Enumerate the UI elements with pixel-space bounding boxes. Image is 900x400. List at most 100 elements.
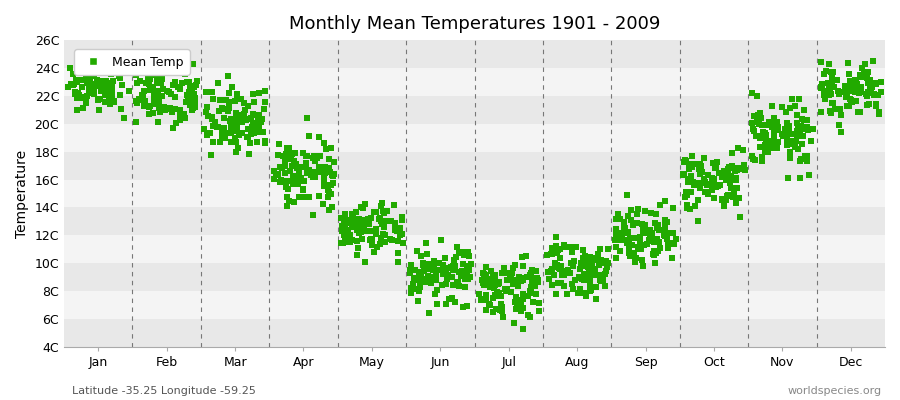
Point	[549, 263, 563, 269]
Point	[101, 82, 115, 88]
Point	[81, 90, 95, 96]
Point	[560, 290, 574, 297]
Point	[70, 94, 85, 101]
Y-axis label: Temperature: Temperature	[15, 150, 29, 238]
Point	[665, 255, 680, 262]
Point	[445, 294, 459, 301]
Point	[244, 115, 258, 121]
Point	[633, 234, 647, 241]
Point	[167, 105, 182, 112]
Point	[554, 263, 568, 269]
Point	[251, 111, 266, 118]
Point	[519, 274, 534, 280]
Point	[638, 208, 652, 214]
Text: worldspecies.org: worldspecies.org	[788, 386, 882, 396]
Point	[572, 266, 587, 272]
Point	[224, 124, 238, 130]
Point	[230, 145, 245, 151]
Point	[870, 92, 885, 98]
Point	[680, 179, 695, 185]
Point	[413, 282, 428, 289]
Point	[724, 175, 739, 182]
Point	[868, 80, 883, 86]
Point	[403, 267, 418, 274]
Point	[767, 133, 781, 140]
Point	[762, 119, 777, 125]
Point	[648, 220, 662, 226]
Point	[707, 182, 722, 188]
Point	[706, 175, 720, 181]
Point	[613, 247, 627, 254]
Point	[676, 170, 690, 177]
Point	[479, 292, 493, 298]
Point	[585, 262, 599, 269]
Point	[724, 173, 738, 179]
Point	[775, 104, 789, 110]
Point	[824, 100, 839, 106]
Point	[181, 94, 195, 101]
Point	[277, 178, 292, 184]
Point	[97, 80, 112, 87]
Point	[221, 105, 236, 112]
Point	[648, 236, 662, 242]
Point	[764, 139, 778, 146]
Point	[721, 166, 735, 173]
Point	[157, 104, 171, 110]
Point	[505, 270, 519, 276]
Point	[513, 275, 527, 281]
Point	[646, 252, 661, 258]
Point	[104, 88, 118, 95]
Point	[618, 237, 633, 244]
Point	[775, 131, 789, 138]
Point	[778, 128, 792, 135]
Point	[277, 170, 292, 176]
Point	[628, 255, 643, 261]
Point	[173, 86, 187, 92]
Point	[287, 199, 302, 205]
Point	[549, 243, 563, 249]
Point	[302, 166, 316, 173]
Point	[395, 240, 410, 246]
Point	[197, 126, 211, 132]
Point	[151, 119, 166, 125]
Point	[272, 141, 286, 148]
Point	[375, 231, 390, 237]
Point	[608, 234, 623, 241]
Point	[778, 126, 793, 132]
Point	[222, 118, 237, 125]
Point	[395, 214, 410, 220]
Point	[75, 84, 89, 90]
Point	[746, 156, 760, 162]
Point	[873, 89, 887, 95]
Point	[781, 123, 796, 129]
Point	[719, 196, 733, 203]
Point	[508, 305, 523, 312]
Point	[524, 273, 538, 280]
Point	[200, 132, 214, 138]
Point	[115, 82, 130, 88]
Point	[698, 176, 712, 182]
Point	[350, 244, 365, 251]
Point	[230, 110, 244, 116]
Point	[452, 282, 466, 289]
Point	[802, 171, 816, 178]
Point	[760, 142, 775, 149]
Point	[293, 175, 308, 181]
Point	[155, 76, 169, 83]
Point	[640, 241, 654, 247]
Point	[418, 265, 433, 271]
Point	[555, 271, 570, 277]
Point	[622, 245, 636, 251]
Point	[571, 290, 585, 296]
Point	[648, 259, 662, 266]
Point	[752, 135, 767, 141]
Point	[97, 82, 112, 89]
Point	[499, 288, 513, 294]
Point	[527, 283, 542, 290]
Point	[545, 244, 560, 251]
Point	[487, 276, 501, 283]
Point	[279, 156, 293, 162]
Point	[436, 271, 450, 278]
Point	[729, 200, 743, 206]
Point	[356, 220, 370, 226]
